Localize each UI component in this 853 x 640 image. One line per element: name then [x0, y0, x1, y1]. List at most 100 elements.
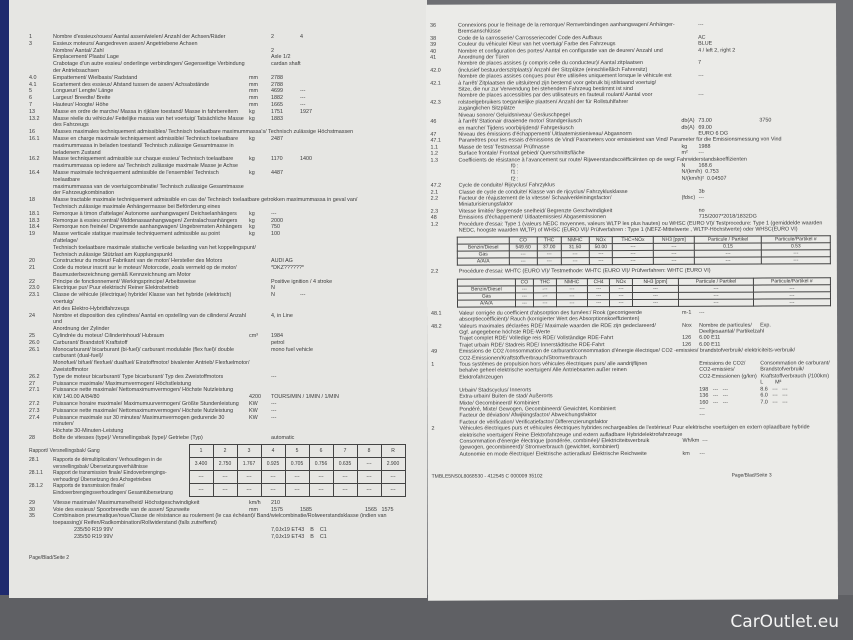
gear-row-label: Rapport/ Versnellingsbak/ Gang: [29, 444, 189, 457]
table-cell: 1.767: [236, 456, 262, 471]
item-label: Combinaison pneumatique/roue/Classe de r…: [53, 513, 387, 520]
item-value: 2: [271, 47, 274, 54]
item-label: NEDC, hoogste waarden WLTP) of WHSC (EUR…: [458, 226, 798, 234]
item-value-3: 1565 1575: [365, 506, 394, 513]
item-label: KW 140.00 A/84/80: [53, 394, 100, 401]
item-label: Masse verticale statique maximale techni…: [53, 231, 222, 244]
item-value: 2: [271, 34, 274, 40]
item-label: toepassing)/ Reifen/Radkombination/Rollw…: [53, 520, 217, 527]
spec-row: 16 Masses maximales techniquement admissi…: [29, 129, 419, 136]
item-label: Nombre et disposition des cylindres/ Aan…: [53, 312, 248, 326]
item-value-2: 1585: [300, 506, 312, 513]
item-unit: db(A): [681, 124, 695, 131]
spec-list-2: 48.1 Valeur corrigée du coefficient d'abs…: [431, 309, 832, 458]
spec-row: Art des Elektro-Hybridfahrzeugs: [29, 306, 419, 313]
table-cell: ---: [188, 482, 214, 497]
item-value: ---: [271, 401, 277, 408]
item-value-2: ---: [300, 101, 306, 108]
item-number: 29: [29, 499, 35, 506]
item-number: 2.2: [430, 195, 439, 202]
table-cell: ---: [609, 285, 633, 293]
spec-row: 235/50 R19 99V 7,0Jx19 ET43 B C1: [29, 527, 419, 534]
table-cell: 6: [308, 443, 334, 458]
spec-row: 26.1 Monocarburant/ bicarburant (bi-fuel)…: [29, 347, 419, 361]
table-cell: CO: [515, 278, 534, 286]
item-number: 18.1: [29, 210, 40, 217]
item-number: 16.2: [29, 156, 40, 163]
spec-row: KW 140.00 A/84/80 4200 TOURS/MIN / 1/MIN /…: [29, 394, 419, 401]
item-label: Zweistoffmotor: [53, 367, 89, 374]
item-unit: km: [682, 450, 690, 457]
item-number: 16.4: [29, 169, 40, 176]
spec-row: 13 Masse en ordre de marche/ Massa in rij…: [29, 109, 419, 116]
item-value-2: 4: [300, 34, 303, 40]
table-cell: ---: [332, 469, 358, 484]
item-label: Vitesse maximale/ Maximumsnelheid/ Höchs…: [53, 499, 200, 506]
item-number: 3: [29, 40, 32, 47]
item-value-2: 1400: [300, 156, 312, 163]
item-label: Rapport de transmission finale/ Eindover…: [53, 470, 167, 483]
item-unit: kg: [249, 217, 255, 224]
item-label: Cylindrée du moteur/ Cilinderinhoud/ Hub…: [53, 333, 165, 340]
spec-row: 16.4 Masse maximale techniquement admissi…: [29, 170, 419, 184]
item-number: 27: [29, 380, 35, 387]
item-unit: Nox: [682, 322, 692, 329]
table-cell: A/A/A: [457, 258, 510, 266]
item-unit: kg: [249, 156, 255, 163]
item-number: 26.2: [29, 373, 40, 380]
item-unit: mm: [249, 95, 258, 102]
item-number: 26.0: [29, 339, 40, 346]
table-cell: 1: [188, 443, 214, 458]
table-cell: ---: [753, 298, 831, 306]
table-cell: 0.635: [332, 456, 358, 471]
item-unit: kg: [249, 108, 255, 115]
item-value: 2487: [271, 135, 283, 142]
document-page-3: 36 Connexions pour le freinage de la remo…: [425, 3, 839, 601]
table-cell: R: [380, 443, 406, 458]
item-label: Masse techniquement admissible sur chaqu…: [53, 156, 234, 163]
item-unit: KW: [249, 401, 258, 408]
item-value: Positive ignition / 4 stroke: [271, 278, 333, 285]
item-value: 100: [271, 231, 280, 238]
spec-row: der Fahrzeugkombination: [29, 190, 419, 197]
spec-row: 235/50 R19 99V 7,0Jx19 ET43 B C1: [29, 534, 419, 541]
table-cell: 3: [236, 443, 262, 458]
spec-row: Monofuel/ bifuel/ flexfuel/ dualfuel/ Ei…: [29, 360, 419, 367]
item-value: 7,0Jx19 ET43 B C1: [271, 533, 327, 540]
item-number: 13: [29, 108, 35, 115]
item-unit: km/h: [249, 499, 261, 506]
table-cell: ---: [515, 285, 534, 293]
item-number: 23.0: [29, 285, 40, 292]
item-label: maximummassa van de voertuigcombinatie/ …: [53, 183, 244, 190]
document-page-2: 1 Nombre d'essieux/roues/ Aantal assen/wi…: [9, 0, 427, 598]
spec-row: 4.0 Empattement/ Wielbasis/ Radstand mm 278…: [29, 75, 419, 82]
item-label: Remorque à timon d'attelage/ Autonome aa…: [53, 210, 237, 217]
item-number: 42.3: [430, 99, 441, 106]
item-unit: kg: [249, 210, 255, 217]
table-row: A/A/A --- --- --- --- --- --- --- ---: [457, 298, 831, 307]
item-number: 2.2: [430, 269, 439, 276]
item-number: 1.3: [430, 157, 439, 164]
item-value: ---: [271, 407, 277, 414]
table-row: 28.1.2 Rapports de transmission finale/ E…: [29, 482, 406, 497]
item-number: Rapport/ Versnellingsbak/ Gang: [29, 447, 100, 454]
spec-row: 20 Constructeur du moteur/ Fabrikant van …: [29, 258, 419, 265]
table-cell: ---: [678, 298, 754, 307]
spec-row: Baumusterbezeichnung gemäß Kennzeichnung…: [29, 272, 419, 279]
item-number: 2: [431, 425, 435, 432]
item-value: 1575: [271, 506, 283, 513]
item-label: Masse tractable maximale techniquement a…: [53, 197, 358, 204]
spec-row: 30 Voie des essieux/ Spoorbreedte van de …: [29, 507, 419, 514]
item-value: N: [271, 292, 275, 299]
table-cell: ---: [612, 257, 654, 265]
spec-row: 18.4 Remorque non freinée/ Ongeremde aanh…: [29, 224, 419, 231]
table-surface: [0, 595, 853, 640]
item-unit: kg: [249, 135, 255, 142]
item-number: 42.1: [430, 80, 441, 87]
table-cell: 8: [356, 443, 382, 458]
item-value: ---: [699, 450, 705, 457]
item-number: 20: [29, 258, 35, 265]
item-label: Principe de fonctionnement/ Werkingsprin…: [53, 278, 196, 285]
item-value: 1882: [271, 95, 283, 102]
item-number: 49: [431, 348, 438, 355]
